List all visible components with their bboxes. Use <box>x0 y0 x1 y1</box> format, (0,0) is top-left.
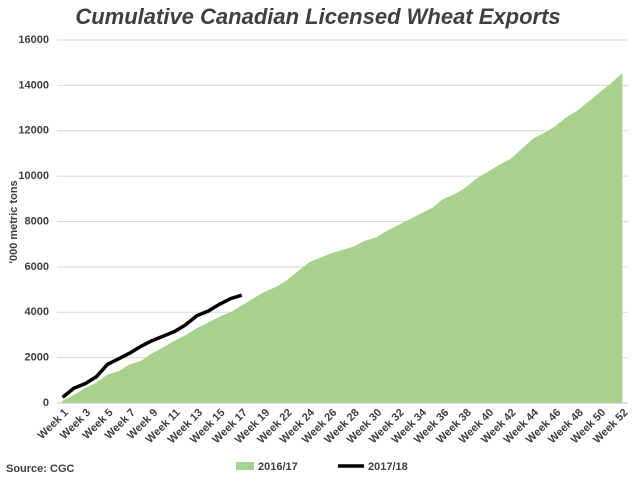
line <box>61 293 243 399</box>
chart-title: Cumulative Canadian Licensed Wheat Expor… <box>75 4 560 29</box>
y-tick-label: 14000 <box>18 79 49 91</box>
legend-label: 2017/18 <box>368 461 408 473</box>
y-tick-label: 6000 <box>25 261 49 273</box>
y-tick-label: 2000 <box>25 352 49 364</box>
area <box>62 72 623 403</box>
y-tick-label: 4000 <box>25 306 49 318</box>
y-axis-label: '000 metric tons <box>8 180 20 263</box>
y-tick-label: 16000 <box>18 34 49 46</box>
y-tick-label: 10000 <box>18 170 49 182</box>
legend-swatch <box>236 462 254 470</box>
y-tick-label: 0 <box>43 397 49 409</box>
source: Source: CGC <box>6 463 75 475</box>
legend-label: 2016/17 <box>258 461 298 473</box>
y-tick-label: 8000 <box>25 215 49 227</box>
y-tick-label: 12000 <box>18 125 49 137</box>
